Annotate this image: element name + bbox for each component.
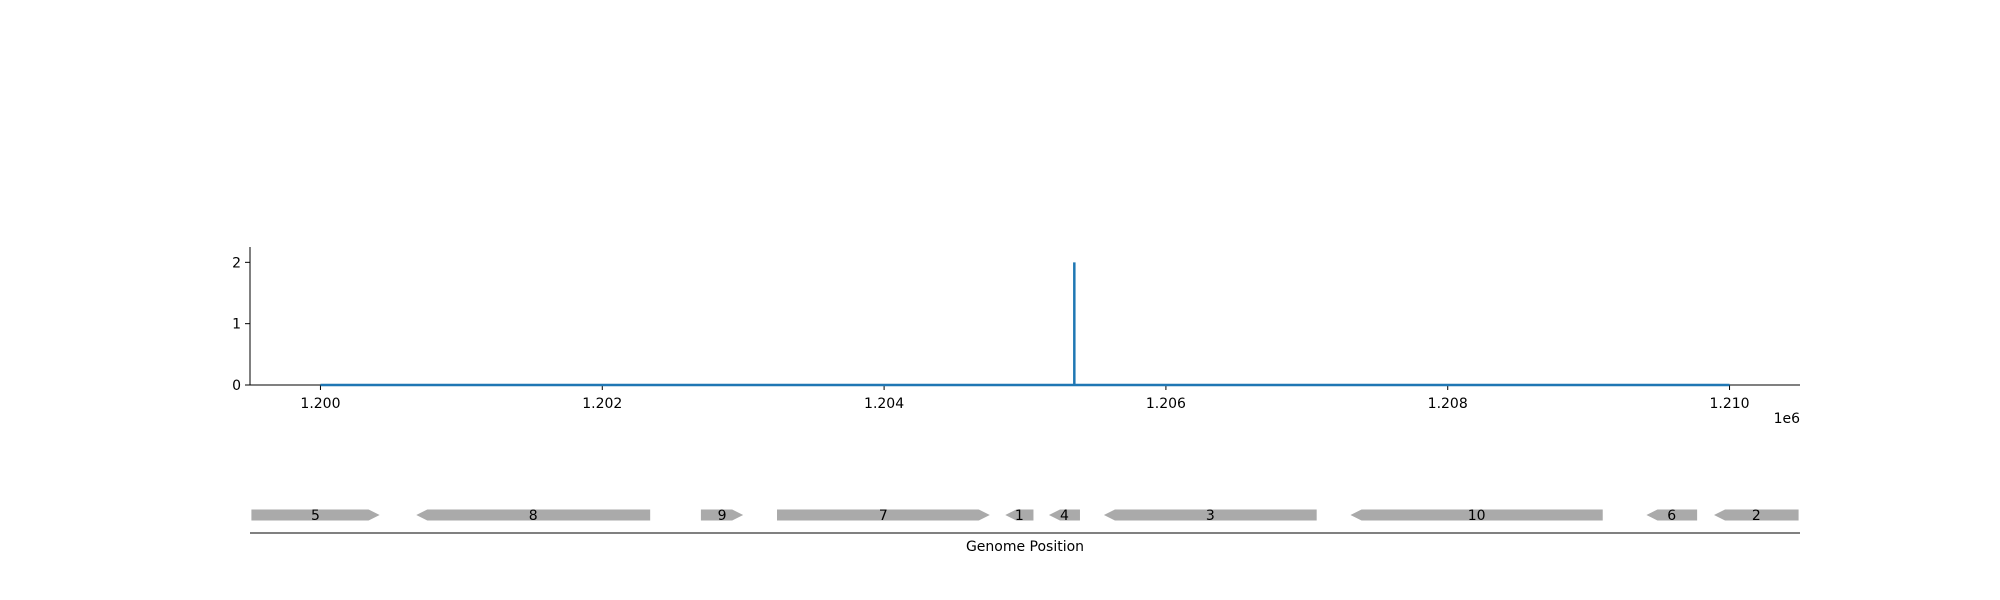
x-tick-label: 1.202 (582, 396, 622, 412)
gene-arrow (1714, 509, 1799, 521)
x-tick-label: 1.204 (864, 396, 904, 412)
gene-label: 6 (1667, 508, 1676, 524)
gene-arrow (1103, 509, 1317, 521)
gene-label: 10 (1468, 508, 1486, 524)
gene-track: 5 8 9 7 1 4 3 10 6 2 Genome Position (250, 508, 1800, 555)
gene-arrow (1646, 509, 1698, 521)
x-tick-label: 1.208 (1428, 396, 1468, 412)
x-tick-label: 1.206 (1146, 396, 1186, 412)
gene-label: 7 (879, 508, 888, 524)
gene-arrow (1005, 509, 1034, 521)
x-axis-label: Genome Position (966, 539, 1084, 555)
y-tick-label: 1 (232, 317, 241, 333)
coverage-line (320, 262, 1730, 387)
coverage-axes: 0 1 2 1.200 1.202 1.204 1.206 1.208 1.210 1e6 (232, 247, 1800, 427)
gene-arrow (251, 509, 380, 521)
gene-arrow (416, 509, 651, 521)
gene-label: 2 (1752, 508, 1761, 524)
x-offset-label: 1e6 (1774, 411, 1801, 427)
gene-arrow (1048, 509, 1080, 521)
gene-label: 8 (529, 508, 538, 524)
gene-label: 3 (1206, 508, 1215, 524)
x-tick-label: 1.200 (300, 396, 340, 412)
y-tick-label: 2 (232, 255, 241, 271)
gene-label: 5 (311, 508, 320, 524)
gene-arrow (1350, 509, 1603, 521)
gene-label: 9 (718, 508, 727, 524)
gene-label: 4 (1060, 508, 1069, 524)
gene-arrow (700, 509, 744, 521)
x-tick-label: 1.210 (1709, 396, 1749, 412)
y-ticks: 0 1 2 (232, 255, 250, 394)
x-ticks: 1.200 1.202 1.204 1.206 1.208 1.210 (300, 385, 1750, 412)
y-tick-label: 0 (232, 378, 241, 394)
gene-arrow (777, 509, 990, 521)
gene-label: 1 (1015, 508, 1024, 524)
